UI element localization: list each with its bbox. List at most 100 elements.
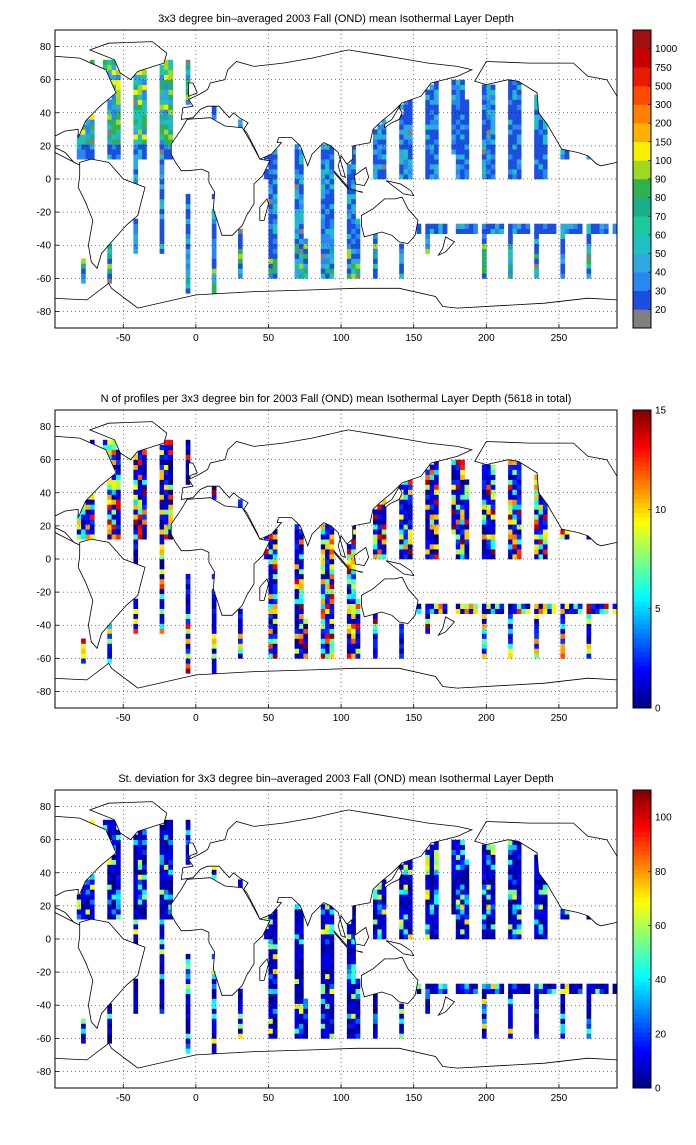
bin-cell bbox=[81, 268, 86, 274]
bin-cell bbox=[516, 169, 522, 175]
bin-cell bbox=[211, 109, 217, 115]
bin-cell bbox=[268, 268, 274, 274]
bin-cell bbox=[272, 228, 278, 234]
bin-cell bbox=[272, 238, 278, 244]
bin-cell bbox=[159, 243, 165, 249]
bin-cell bbox=[238, 648, 243, 654]
bin-cell bbox=[573, 983, 579, 989]
bin-cell bbox=[168, 889, 173, 895]
bin-cell bbox=[429, 109, 435, 115]
bin-cell bbox=[89, 149, 95, 155]
bin-cell bbox=[355, 648, 361, 654]
colorbar-label: 200 bbox=[655, 119, 672, 130]
bin-cell bbox=[508, 643, 513, 649]
bin-cell bbox=[268, 568, 274, 575]
bin-cell bbox=[325, 583, 330, 590]
bin-cell bbox=[451, 119, 457, 125]
bin-cell bbox=[211, 1003, 217, 1009]
bin-cell bbox=[429, 489, 435, 495]
bin-cell bbox=[373, 534, 378, 540]
bin-cell bbox=[329, 568, 335, 575]
bin-cell bbox=[294, 973, 300, 980]
colorbar-step bbox=[633, 1036, 651, 1042]
bin-cell bbox=[137, 889, 143, 895]
bin-cell bbox=[512, 159, 518, 165]
bin-cell bbox=[399, 1028, 404, 1034]
bin-cell bbox=[399, 1018, 404, 1024]
bin-cell bbox=[351, 628, 356, 634]
bin-cell bbox=[508, 474, 513, 480]
bin-cell bbox=[111, 834, 117, 840]
bin-cell bbox=[429, 608, 435, 614]
bin-cell bbox=[325, 238, 330, 244]
bin-cell bbox=[294, 203, 300, 210]
bin-cell bbox=[351, 1013, 356, 1019]
bin-cell bbox=[185, 1013, 191, 1019]
bin-cell bbox=[168, 849, 173, 855]
bin-cell bbox=[377, 514, 383, 520]
bin-cell bbox=[268, 549, 274, 555]
bin-cell bbox=[442, 223, 448, 229]
chart-std-deviation: St. deviation for 3x3 degree bin–average… bbox=[0, 760, 696, 1140]
bin-cell bbox=[512, 859, 518, 865]
bin-cell bbox=[516, 159, 522, 165]
bin-cell bbox=[373, 509, 378, 515]
bin-cell bbox=[81, 1038, 86, 1044]
bin-cell bbox=[89, 154, 95, 160]
colorbar-step bbox=[633, 794, 651, 800]
bin-cell bbox=[351, 934, 356, 940]
bin-cell bbox=[185, 859, 191, 865]
colorbar-label: 10 bbox=[655, 505, 667, 516]
bin-cell bbox=[590, 603, 596, 609]
bin-cell bbox=[116, 139, 121, 145]
bin-cell bbox=[373, 1013, 378, 1019]
bin-cell bbox=[89, 134, 95, 140]
bin-cell bbox=[481, 874, 487, 880]
bin-cell bbox=[320, 193, 326, 200]
bin-cell bbox=[133, 454, 139, 460]
bin-cell bbox=[355, 258, 361, 264]
bin-cell bbox=[455, 603, 461, 609]
continent-outline bbox=[437, 616, 456, 637]
bin-cell bbox=[89, 879, 95, 885]
bin-cell bbox=[355, 233, 361, 239]
bin-cell bbox=[455, 459, 461, 465]
bin-cell bbox=[560, 253, 566, 259]
bin-cell bbox=[346, 243, 352, 249]
bin-cell bbox=[542, 929, 548, 935]
bin-cell bbox=[320, 628, 326, 634]
bin-cell bbox=[325, 998, 330, 1004]
bin-cell bbox=[272, 924, 278, 930]
bin-cell bbox=[407, 899, 413, 905]
bin-cell bbox=[159, 524, 165, 530]
bin-cell bbox=[464, 914, 470, 920]
continent-outline bbox=[437, 236, 456, 257]
bin-cell bbox=[534, 499, 539, 505]
bin-cell bbox=[159, 519, 165, 525]
bin-cell bbox=[116, 459, 121, 465]
bin-cell bbox=[534, 164, 539, 170]
bin-cell bbox=[351, 919, 356, 925]
bin-cell bbox=[325, 958, 330, 965]
bin-cell bbox=[516, 499, 522, 505]
bin-cell bbox=[299, 149, 304, 155]
bin-cell bbox=[211, 628, 217, 634]
bin-cell bbox=[320, 238, 326, 244]
bin-cell bbox=[586, 643, 592, 649]
bin-cell bbox=[434, 534, 439, 540]
bin-cell bbox=[451, 474, 457, 480]
bin-cell bbox=[159, 509, 165, 515]
bin-cell bbox=[268, 978, 274, 984]
bin-cell bbox=[516, 889, 522, 895]
bin-cell bbox=[355, 978, 361, 984]
bin-cell bbox=[407, 529, 413, 535]
bin-cell bbox=[377, 904, 383, 910]
bin-cell bbox=[320, 924, 326, 930]
bin-cell bbox=[407, 864, 413, 870]
bin-cell bbox=[163, 439, 169, 446]
bin-cell bbox=[508, 618, 513, 624]
bin-cell bbox=[133, 1008, 139, 1014]
bin-cell bbox=[538, 909, 544, 915]
bin-cell bbox=[407, 499, 413, 505]
bin-cell bbox=[268, 559, 274, 565]
